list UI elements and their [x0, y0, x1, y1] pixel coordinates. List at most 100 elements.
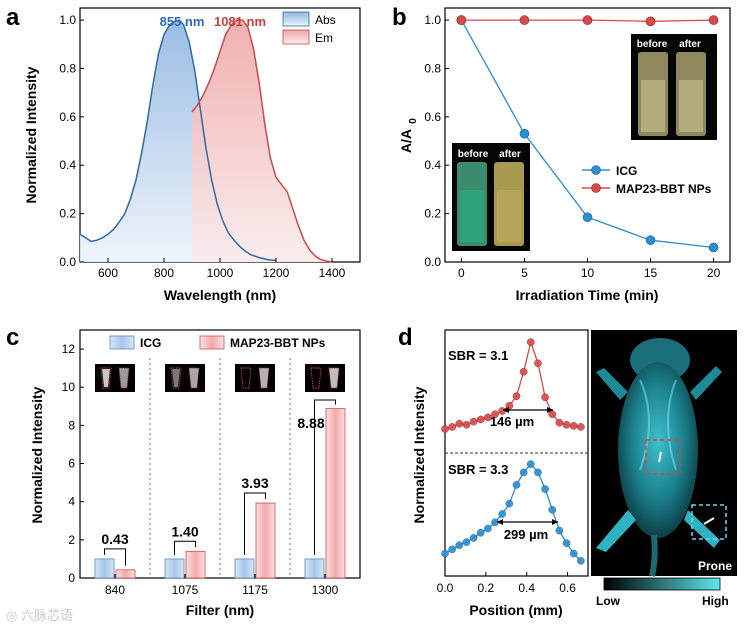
bar-map	[115, 569, 136, 579]
tube-map	[328, 367, 340, 389]
width-label-bottom: 299 µm	[504, 527, 548, 542]
mouse-hindlimb-left	[596, 510, 636, 552]
legend-c: ICG MAP23-BBT NPs	[109, 335, 326, 350]
x-tick-label: 0.4	[518, 581, 535, 595]
colorbar-high-label: High	[702, 594, 729, 608]
profile-point-blue	[512, 481, 521, 489]
legend-label-map: MAP23-BBT NPs	[616, 182, 712, 196]
profile-point-blue	[498, 510, 507, 518]
ratio-bracket	[104, 548, 126, 566]
x-tick-label: 5	[521, 266, 528, 280]
bar-icg	[164, 558, 185, 579]
y-axis-label-d: Normalized Intensity	[411, 386, 427, 523]
profile-point-blue	[455, 541, 464, 550]
profile-point-red	[569, 422, 578, 430]
bar-map	[185, 550, 206, 579]
x-axis-label-b: Irradiation Time (min)	[516, 287, 659, 303]
x-tick-label: 1000	[207, 266, 234, 280]
legend-label-abs: Abs	[315, 13, 336, 27]
y-tick-label: 0.8	[424, 61, 441, 75]
x-tick-label: 0.6	[559, 581, 576, 595]
profile-point-red	[455, 419, 464, 428]
width-marker-top: 146 µm	[490, 407, 553, 429]
x-axis-label-a: Wavelength (nm)	[164, 287, 276, 303]
width-label-top: 146 µm	[490, 414, 534, 429]
inset-label-before: before	[458, 149, 489, 160]
data-point-icg	[645, 235, 656, 246]
legend-label-icg: ICG	[140, 336, 161, 350]
image-label-prone: Prone	[698, 559, 732, 573]
y-axis-label-c: Normalized Intensity	[29, 386, 45, 523]
x-tick-label: 1075	[172, 583, 199, 597]
y-tick-label: 0.6	[424, 110, 441, 124]
area-em	[192, 20, 332, 262]
area-abs	[80, 20, 276, 262]
legend-swatch-icg	[109, 335, 135, 350]
data-point-map	[519, 15, 530, 25]
ratio-label: 1.40	[171, 523, 198, 539]
bar-icg	[94, 558, 115, 579]
x-tick-label: 1200	[263, 266, 290, 280]
profile-point-blue	[448, 545, 456, 554]
data-point-icg	[519, 128, 530, 139]
legend-b: ICG MAP23-BBT NPs	[582, 164, 712, 196]
data-point-map	[456, 15, 467, 25]
profile-point-blue	[548, 505, 557, 514]
x-tick-label: 15	[644, 266, 658, 280]
profile-point-blue	[441, 549, 449, 558]
y-tick-label: 0.2	[59, 207, 76, 221]
profile-point-red	[548, 410, 557, 419]
mouse-nir-image: Prone	[591, 330, 737, 577]
y-tick-label: 0.4	[424, 158, 441, 172]
x-tick-label: 600	[98, 266, 118, 280]
ratio-label: 3.93	[241, 475, 268, 491]
bar-map	[325, 408, 346, 579]
panel-d: d 0.0 0.2 0.4 0.6 SBR = 3.1 SBR = 3.3 146 µ…	[398, 324, 737, 618]
plot-frame-c	[79, 329, 361, 579]
x-tick-label: 800	[154, 266, 174, 280]
peak-annotation-abs: 855 nm	[160, 14, 205, 29]
panel-a: a 600 800 1000 1200 1400 0.0 0.2 0.4 0.6 0.8 1.0 8…	[6, 4, 361, 303]
inset-label-before: before	[637, 39, 668, 50]
legend-marker-icg	[591, 165, 601, 175]
inset-label-after: after	[499, 149, 521, 160]
profile-point-red	[484, 413, 492, 422]
y-tick-label: 2	[68, 533, 75, 547]
profile-point-blue	[505, 499, 514, 508]
panel-label-b: b	[392, 4, 407, 31]
profile-point-red	[462, 420, 471, 429]
x-tick-label: 0.2	[478, 581, 495, 595]
y-axis-label-b: A/A 0	[398, 118, 419, 153]
mouse-forelimb-left	[596, 368, 628, 400]
profile-point-blue	[462, 538, 471, 546]
tube-map	[118, 367, 130, 389]
legend-swatch-map	[199, 335, 225, 350]
profile-point-blue	[541, 485, 549, 493]
tube-map	[258, 367, 270, 389]
profile-point-red	[526, 338, 535, 346]
solution-before	[460, 190, 484, 242]
data-point-icg	[582, 212, 593, 223]
profile-point-blue	[476, 528, 485, 537]
panel-label-a: a	[6, 4, 20, 31]
y-tick-label: 12	[62, 342, 76, 356]
tube-icg-signal	[102, 369, 110, 387]
legend-label-icg: ICG	[616, 164, 637, 178]
legend-label-em: Em	[315, 31, 333, 45]
y-tick-label: 0.8	[59, 61, 76, 75]
y-tick-label: 10	[62, 380, 76, 394]
x-tick-label: 10	[581, 266, 595, 280]
profile-point-red	[512, 392, 521, 401]
width-marker-bottom: 299 µm	[497, 519, 558, 542]
ratio-label: 0.43	[101, 531, 128, 547]
y-axis-label-a: Normalized Intensity	[23, 66, 39, 203]
panel-label-d: d	[398, 324, 413, 351]
profile-point-blue	[484, 524, 492, 533]
profile-point-blue	[469, 534, 478, 542]
profile-line-blue	[444, 463, 582, 562]
inset-photo-right: before after	[631, 34, 717, 140]
data-point-map	[708, 15, 719, 25]
x-tick-label: 0	[458, 266, 465, 280]
tube-outline-icg	[310, 367, 322, 389]
tube-outline-icg	[170, 367, 182, 389]
